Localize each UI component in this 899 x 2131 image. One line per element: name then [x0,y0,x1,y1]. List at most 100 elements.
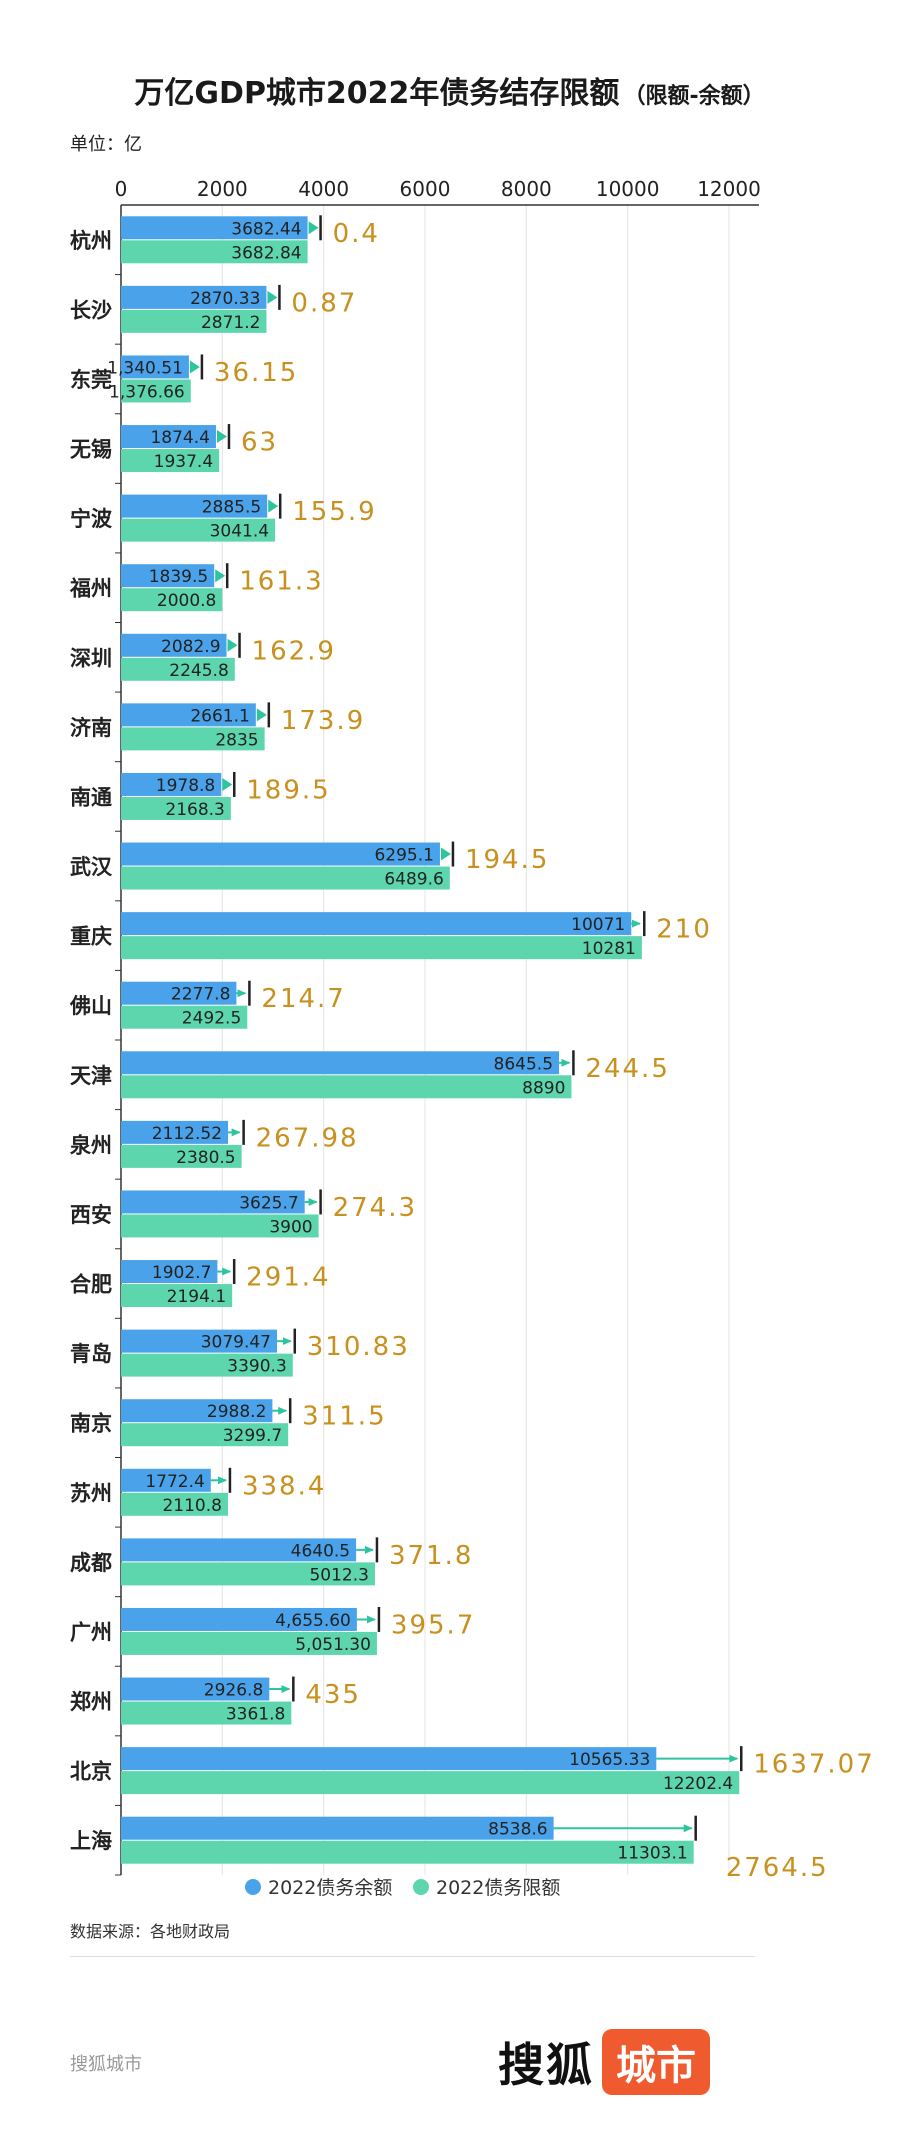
bar-limit [121,1144,242,1168]
bar-balance [121,1399,273,1423]
bar-balance-value: 1,340.51 [107,358,183,378]
bar-limit-value: 3361.8 [226,1705,285,1725]
bar-balance-value: 4,655.60 [275,1611,351,1631]
bar-limit [121,1701,292,1725]
difference-label: 244.5 [585,1054,669,1084]
bar-limit [121,588,223,612]
category-label: 天津 [70,1064,112,1088]
bar-balance [121,1120,229,1144]
bar-balance-value: 2926.8 [204,1681,263,1701]
bar-balance [121,1747,657,1771]
x-tick-label: 8000 [501,177,552,201]
difference-arrow [440,847,451,861]
difference-label: 311.5 [302,1402,386,1432]
difference-label: 162.9 [252,636,336,666]
category-label: 西安 [70,1203,112,1227]
bar-limit-value: 2380.5 [176,1148,235,1168]
data-source: 数据来源：各地财政局 [70,1922,231,1941]
bar-balance [121,1468,211,1492]
bar-limit [121,936,642,960]
bar-balance [121,633,227,657]
bar-limit-value: 2168.3 [165,800,224,820]
bar-balance [121,842,440,866]
bar-limit [121,727,265,751]
x-tick-label: 10000 [596,177,660,201]
footer-brand-text: 搜狐城市 [70,2054,142,2075]
bar-limit-value: 2194.1 [167,1287,226,1307]
sohu-city-logo: 搜狐 城市 [498,2029,710,2095]
bar-limit-value: 10281 [582,939,636,959]
category-label: 上海 [70,1829,112,1853]
bar-balance [121,285,267,309]
bar-limit [121,1075,572,1099]
difference-arrow [256,708,267,722]
category-label: 佛山 [69,994,112,1018]
bar-limit [121,309,267,333]
difference-label: 210 [656,915,712,945]
difference-label: 63 [241,428,278,458]
legend-label-balance: 2022债务余额 [268,1877,392,1899]
category-label: 郑州 [70,1690,112,1714]
difference-label: 435 [305,1680,361,1710]
bar-limit-value: 2871.2 [201,313,260,333]
bar-balance [121,355,189,379]
legend-label-limit: 2022债务限额 [436,1877,560,1899]
bar-balance-value: 8645.5 [494,1054,553,1074]
bar-balance-value: 8538.6 [488,1820,547,1840]
bar-limit-value: 8890 [522,1078,565,1098]
bar-balance-value: 2988.2 [207,1402,266,1422]
bar-balance-value: 2082.9 [161,637,220,657]
difference-label: 371.8 [389,1541,473,1571]
category-label: 深圳 [70,646,112,670]
bar-balance-value: 3079.47 [201,1333,271,1353]
difference-label: 189.5 [246,775,330,805]
difference-arrow [216,430,227,444]
bar-balance [121,1329,278,1353]
difference-arrow [189,360,200,374]
bar-limit-value: 3900 [269,1217,312,1237]
bar-balance [121,494,268,518]
bar-limit [121,1005,248,1029]
difference-label: 194.5 [465,845,549,875]
difference-label: 36.15 [214,358,298,388]
category-label: 武汉 [70,855,113,879]
difference-label: 291.4 [246,1263,330,1293]
difference-label: 161.3 [239,567,323,597]
bar-balance-value: 2661.1 [190,706,249,726]
chart-title-subtitle: （限额-余额） [623,84,765,109]
bar-limit [121,1214,319,1238]
difference-label: 173.9 [281,706,365,736]
bar-balance [121,1538,357,1562]
bar-limit [121,1631,377,1655]
bar-limit [121,449,220,473]
bar-balance [121,912,632,936]
x-tick-label: 12000 [697,177,761,201]
bar-balance [121,425,216,449]
bar-balance-value: 10071 [571,915,625,935]
category-label: 成都 [70,1551,112,1575]
bar-limit-value: 3390.3 [227,1357,286,1377]
bar-limit [121,1562,375,1586]
bar-balance [121,1607,357,1631]
bar-limit-value: 2492.5 [182,1009,241,1029]
difference-label: 310.83 [307,1332,410,1362]
difference-label: 1637.07 [753,1750,875,1780]
category-label: 青岛 [70,1342,112,1366]
difference-label: 155.9 [292,497,376,527]
bar-balance [121,1260,218,1284]
bar-balance [121,564,215,588]
bar-limit-value: 5012.3 [309,1565,368,1585]
bar-balance [121,772,222,796]
x-tick-label: 2000 [197,177,248,201]
category-label: 南京 [70,1412,112,1436]
bar-balance [121,1051,560,1075]
bar-limit [121,866,450,890]
bar-limit [121,1840,694,1864]
logo-text-a: 搜狐 [498,2038,594,2092]
bar-balance-value: 4640.5 [291,1541,350,1561]
bar-balance-value: 2870.33 [190,289,260,309]
bar-limit [121,1353,293,1377]
bar-limit-value: 3299.7 [223,1426,282,1446]
bar-balance-value: 1772.4 [145,1472,204,1492]
x-tick-label: 4000 [298,177,349,201]
